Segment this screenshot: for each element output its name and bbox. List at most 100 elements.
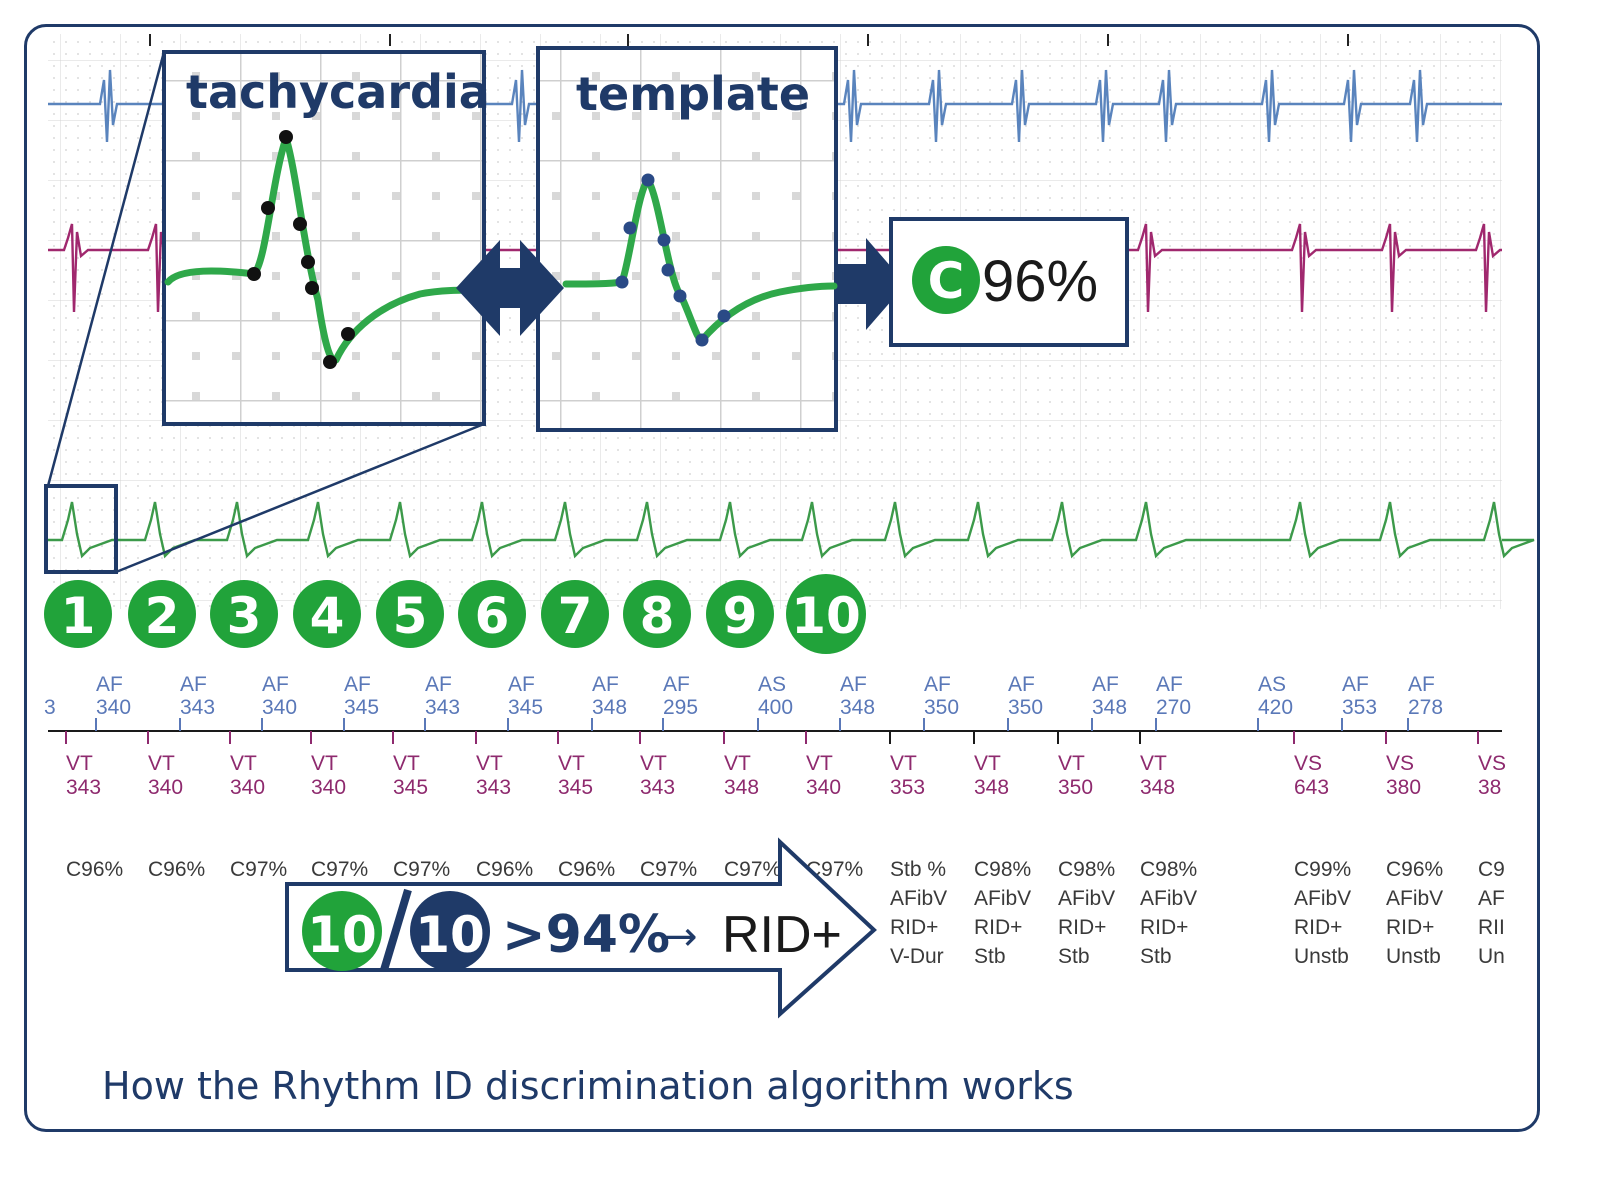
atrial-marker-label: AF [425, 673, 452, 696]
beat-badge-number: 6 [475, 587, 510, 645]
atrial-marker-label: AF [96, 673, 123, 696]
status-line: RID+ [974, 916, 1022, 939]
beat-badge-5 [376, 580, 444, 648]
atrial-marker-label: AF [344, 673, 371, 696]
tachycardia-title: tachycardia [186, 65, 490, 119]
status-column: C99% AFibV RID+ Unstb [1294, 858, 1351, 968]
zoom-line-bottom [115, 422, 485, 574]
atrial-marker-value: 270 [1156, 696, 1191, 719]
atrial-marker-value: 350 [1008, 696, 1043, 719]
beat-badge-number: 2 [145, 587, 180, 645]
status-line: Stb [974, 945, 1006, 968]
sample-point [623, 221, 637, 235]
ventricular-marker-label: VT [806, 752, 833, 775]
verdict-text: RID+ [722, 906, 842, 964]
sample-point [293, 217, 307, 231]
ventricular-marker-label: VT [393, 752, 420, 775]
status-line: Stb [1140, 945, 1172, 968]
sample-point [247, 267, 261, 281]
ventricular-marker-value: 340 [311, 776, 346, 799]
beat-badge-7 [541, 580, 609, 648]
beat-badge-number: 1 [61, 587, 96, 645]
atrial-marker-label: AS [1258, 673, 1286, 696]
sample-point [641, 173, 655, 187]
ventricular-marker-value: 340 [148, 776, 183, 799]
sample-point [323, 355, 337, 369]
sample-point [301, 255, 315, 269]
result-arrow [838, 238, 906, 330]
atrial-marker-label: AF [262, 673, 289, 696]
beat-badge-6 [458, 580, 526, 648]
ventricular-marker-value: 348 [724, 776, 759, 799]
ventricular-marker-value: 350 [1058, 776, 1093, 799]
atrial-marker-label: AF [592, 673, 619, 696]
ventricular-marker-label: VT [148, 752, 175, 775]
count-blue: 10 [415, 906, 485, 964]
figure-caption: How the Rhythm ID discrimination algorit… [102, 1064, 1074, 1108]
atrial-marker-value: 353 [1342, 696, 1377, 719]
correlation-value-cell: C97% [230, 858, 287, 881]
status-line: C99% [1294, 858, 1351, 881]
ventricular-trace [48, 223, 1502, 313]
atrial-marker-label: AS [758, 673, 786, 696]
beat-badge-10 [786, 574, 866, 654]
status-line: AF [1478, 887, 1505, 910]
ventricular-markers: VT343VT340VT340VT340VT345VT343VT345VT343… [65, 731, 1506, 799]
ventricular-marker-label: VT [1058, 752, 1085, 775]
atrial-marker-value: 340 [262, 696, 297, 719]
beat-badge-number: 4 [310, 587, 345, 645]
ventricular-marker-value: 340 [230, 776, 265, 799]
beat-badge-number: 8 [640, 587, 675, 645]
status-line: Un [1478, 945, 1505, 968]
zoom-box [44, 484, 118, 574]
ventricular-marker-label: VS [1386, 752, 1414, 775]
status-line: Unstb [1294, 945, 1349, 968]
atrial-trace [48, 69, 1502, 143]
status-line: AFibV [890, 887, 947, 910]
sample-point [341, 327, 355, 341]
beat-badge-number: 3 [227, 587, 262, 645]
status-column: C98% AFibV RID+ Stb [974, 858, 1031, 968]
atrial-marker-label: AF [1008, 673, 1035, 696]
ventricular-marker-label: VT [66, 752, 93, 775]
atrial-marker-value: 348 [592, 696, 627, 719]
time-ticks [149, 34, 1349, 46]
status-line: Stb [1058, 945, 1090, 968]
atrial-marker-label: AF [840, 673, 867, 696]
zoom-line-top [46, 51, 166, 487]
atrial-marker-value: 343 [180, 696, 215, 719]
count-green: 10 [307, 906, 377, 964]
ventricular-marker-value: 353 [890, 776, 925, 799]
count-blue-badge [410, 891, 490, 971]
tachycardia-sample-points [247, 130, 355, 369]
atrial-marker-value: 340 [96, 696, 131, 719]
ventricular-marker-label: VT [230, 752, 257, 775]
atrial-marker-label: AF [924, 673, 951, 696]
atrial-marker-value: 400 [758, 696, 793, 719]
status-line: AFibV [974, 887, 1031, 910]
atrial-marker-value: 343 [425, 696, 460, 719]
atrial-marker-label: AF [1408, 673, 1435, 696]
atrial-marker-label: AF [663, 673, 690, 696]
template-sample-points [615, 173, 731, 347]
atrial-marker-label: AF [1092, 673, 1119, 696]
ventricular-marker-value: 343 [66, 776, 101, 799]
correlation-value-cell: C97% [806, 858, 863, 881]
